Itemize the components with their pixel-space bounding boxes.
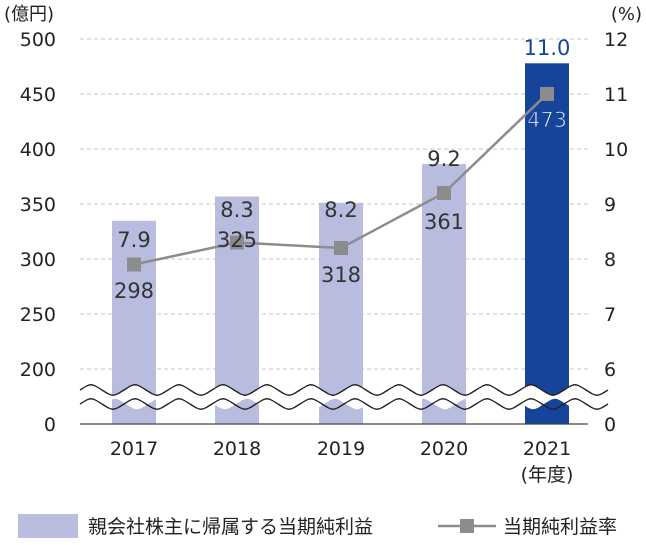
right-tick-label: 10 xyxy=(604,139,628,161)
left-tick-label: 200 xyxy=(20,359,56,381)
right-tick-label: 9 xyxy=(604,194,616,216)
left-tick-label: 500 xyxy=(20,29,56,51)
x-tick-label: 2021 xyxy=(523,438,571,460)
bar-value-label: 318 xyxy=(321,263,361,287)
right-tick-label: 6 xyxy=(604,359,616,381)
axis-break-wave xyxy=(79,384,609,396)
right-tick-label: 7 xyxy=(604,304,616,326)
rate-marker-2020 xyxy=(437,186,451,200)
x-tick-label: 2017 xyxy=(110,438,158,460)
axis-break-band xyxy=(60,384,608,410)
right-tick-label: 0 xyxy=(604,414,616,436)
right-tick-label: 11 xyxy=(604,84,628,106)
x-tick-label: 2020 xyxy=(420,438,468,460)
rate-value-label: 11.0 xyxy=(524,36,571,60)
rate-value-label: 7.9 xyxy=(117,228,150,252)
left-tick-label: 450 xyxy=(20,84,56,106)
left-axis-unit: (億円) xyxy=(4,4,54,25)
bar-2021 xyxy=(525,63,569,425)
rate-marker-2021 xyxy=(540,87,554,101)
right-axis-unit: (%) xyxy=(611,4,642,25)
bar-value-label: 473 xyxy=(527,108,567,132)
axis-break xyxy=(60,384,609,410)
legend: 親会社株主に帰属する当期純利益 当期純利益率 xyxy=(18,514,617,538)
right-tick-label: 12 xyxy=(604,29,628,51)
left-tick-label: 300 xyxy=(20,249,56,271)
rate-value-label: 9.2 xyxy=(427,147,460,171)
rate-marker-2019 xyxy=(334,241,348,255)
legend-swatch-marker xyxy=(460,519,474,533)
legend-label-bar: 親会社株主に帰属する当期純利益 xyxy=(88,516,373,538)
bars xyxy=(112,63,569,425)
x-axis-sublabel: (年度) xyxy=(521,464,574,486)
bar-value-label: 361 xyxy=(424,210,464,234)
bar-value-label: 325 xyxy=(217,228,257,252)
bar-2020 xyxy=(422,164,466,424)
rate-value-label: 8.3 xyxy=(220,198,253,222)
data-labels: 298 325 318 361 473 7.9 8.3 8.2 9.2 11.0 xyxy=(114,36,570,303)
rate-marker-2018 xyxy=(230,235,244,250)
left-tick-label: 350 xyxy=(20,194,56,216)
rate-line xyxy=(127,87,554,272)
x-tick-label: 2019 xyxy=(317,438,365,460)
legend-swatch-bar xyxy=(18,514,78,538)
rate-marker-2017 xyxy=(127,257,141,272)
right-tick-label: 8 xyxy=(604,249,616,271)
bar-value-label: 298 xyxy=(114,279,154,303)
legend-label-line: 当期純利益率 xyxy=(503,516,617,538)
x-tick-label: 2018 xyxy=(213,438,261,460)
left-tick-label: 400 xyxy=(20,139,56,161)
axis-break-wave xyxy=(79,398,609,410)
axes: 500 450 400 350 300 250 200 0 (億円) 12 11 10 9 8 7 6 0 (%)… xyxy=(4,4,642,486)
rate-value-label: 8.2 xyxy=(324,198,357,222)
left-tick-label: 0 xyxy=(44,414,56,436)
left-tick-label: 250 xyxy=(20,304,56,326)
